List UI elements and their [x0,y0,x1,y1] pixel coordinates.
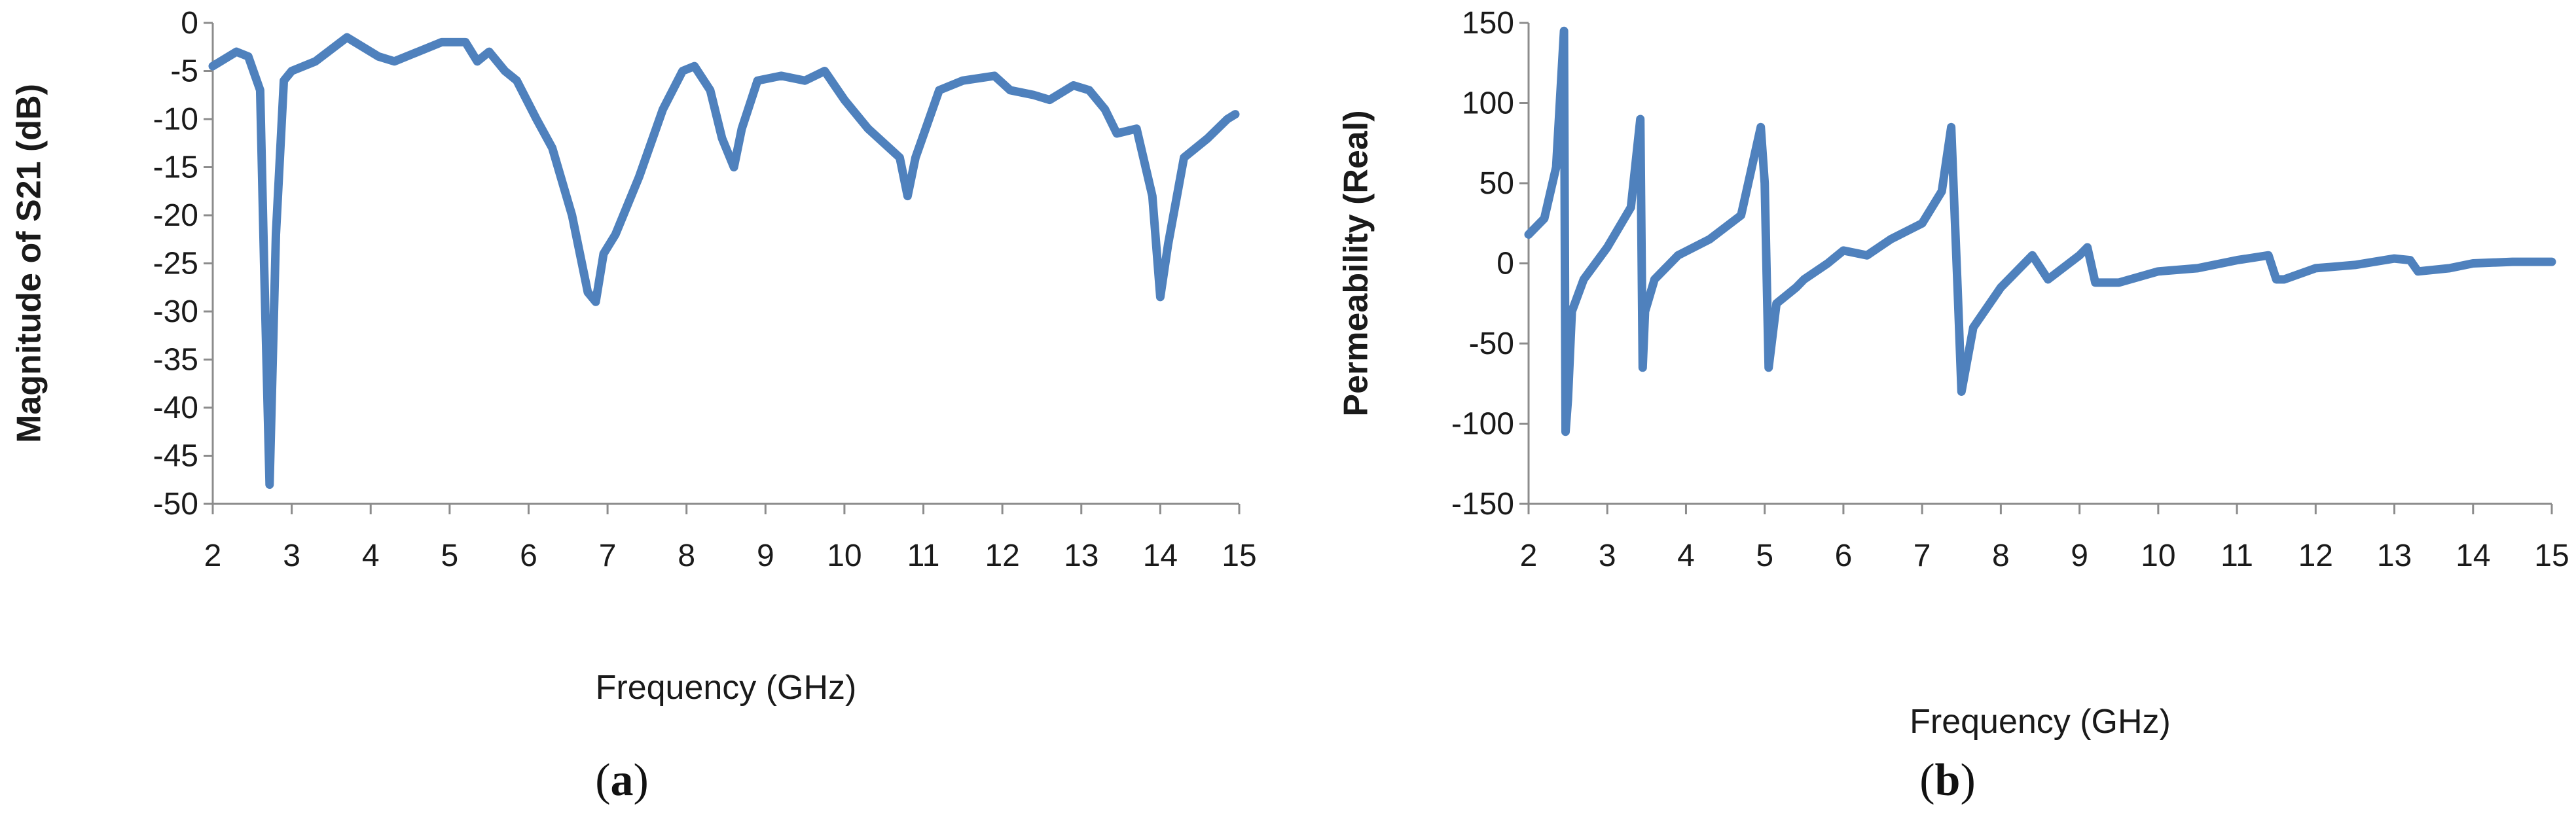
x-tick-label: 11 [2221,539,2253,573]
y-tick-label: -40 [153,391,198,425]
chart-a: 0 -5 -10 -15 -20 -25 -30 -35 -40 -45 -502 3 4 5 6 7 8 9 10… [10,6,1257,805]
y-axis-title: Magnitude of S21 (dB) [10,84,48,443]
y-tick-label: 0 [181,6,198,41]
y-tick-label: -30 [153,294,198,329]
x-tick-label: 13 [2377,539,2412,573]
y-tick-label: 150 [1462,6,1514,41]
x-tick-label: 12 [2298,539,2333,573]
x-tick-label: 15 [2534,539,2569,573]
y-tick-label: -45 [153,439,198,474]
y-tick-label: 50 [1479,166,1514,201]
y-tick-label: -35 [153,343,198,378]
x-tick-label: 13 [1064,539,1098,573]
y-tick-label: 100 [1462,86,1514,121]
x-tick-label: 5 [441,539,458,573]
y-tick-label: -10 [153,102,198,137]
x-tick-label: 7 [1914,539,1931,573]
y-tick-label: -100 [1451,407,1514,442]
x-tick-label: 3 [1599,539,1616,573]
x-tick-label: 2 [204,539,222,573]
x-tick-label: 8 [1992,539,2010,573]
panel-label: (b) [1919,755,1976,805]
x-tick-label: 14 [2456,539,2490,573]
y-tick-label: -15 [153,150,198,185]
x-tick-label: 6 [520,539,537,573]
y-tick-label: 0 [1497,247,1514,281]
x-tick-label: 2 [1520,539,1538,573]
x-tick-label: 10 [2141,539,2175,573]
series-line [208,33,1240,489]
x-tick-label: 7 [599,539,617,573]
x-tick-label: 5 [1756,539,1773,573]
x-tick-label: 9 [2071,539,2088,573]
x-tick-label: 6 [1835,539,1853,573]
x-tick-label: 10 [827,539,862,573]
panel-label: (a) [595,755,649,805]
x-tick-label: 4 [1677,539,1695,573]
y-tick-label: -5 [170,54,198,89]
y-tick-label: -20 [153,198,198,233]
x-tick-label: 15 [1222,539,1256,573]
y-tick-label: -50 [153,487,198,522]
x-tick-label: 8 [678,539,695,573]
y-axis-title: Permeability (Real) [1337,110,1375,416]
x-tick-label: 9 [757,539,774,573]
x-tick-label: 11 [907,539,940,573]
x-axis-title: Frequency (GHz) [1910,703,2171,741]
series-line [1524,26,2556,436]
x-tick-label: 4 [362,539,380,573]
x-tick-label: 12 [985,539,1019,573]
x-tick-label: 3 [283,539,300,573]
y-tick-label: -150 [1451,487,1514,522]
x-axis-title: Frequency (GHz) [596,669,857,707]
x-tick-label: 14 [1143,539,1178,573]
y-tick-label: -25 [153,247,198,281]
y-tick-label: -50 [1469,327,1514,361]
